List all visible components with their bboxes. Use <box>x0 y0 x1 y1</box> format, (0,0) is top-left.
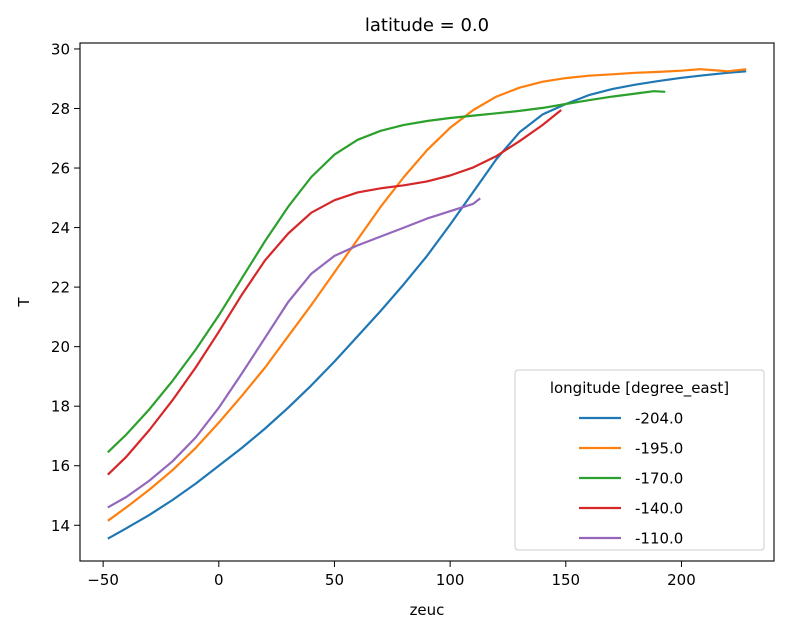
x-tick-label: −50 <box>87 571 119 589</box>
y-tick-label: 14 <box>51 517 70 535</box>
chart-title: latitude = 0.0 <box>365 15 489 36</box>
x-tick-label: 150 <box>551 571 580 589</box>
y-tick-label: 30 <box>51 40 70 58</box>
series-line-4 <box>107 197 481 509</box>
y-tick-label: 18 <box>51 398 70 416</box>
series-line-3 <box>107 109 562 476</box>
legend-entry-label: -110.0 <box>635 530 683 548</box>
legend-entry-label: -170.0 <box>635 470 683 488</box>
legend-entry-label: -140.0 <box>635 500 683 518</box>
legend: longitude [degree_east] -204.0 -195.0 -170… <box>514 369 765 551</box>
axes-frame <box>79 42 775 562</box>
x-axis: −50 0 50 100 150 200 <box>87 561 696 589</box>
y-tick-label: 28 <box>51 100 70 118</box>
y-axis-label: T <box>15 297 33 308</box>
legend-title: longitude [degree_east] <box>550 379 729 398</box>
series-line-2 <box>107 90 666 454</box>
series-line-1 <box>107 68 747 522</box>
x-tick-label: 50 <box>325 571 344 589</box>
y-tick-label: 16 <box>51 457 70 475</box>
y-axis: 14 16 18 20 22 24 26 28 30 <box>51 40 80 535</box>
plot-area <box>107 68 747 540</box>
x-tick-label: 0 <box>214 571 224 589</box>
series-line-0 <box>107 70 747 540</box>
x-axis-label: zeuc <box>410 601 445 619</box>
x-tick-label: 100 <box>436 571 465 589</box>
legend-entry-label: -195.0 <box>635 440 683 458</box>
y-tick-label: 20 <box>51 338 70 356</box>
legend-entry-label: -204.0 <box>635 410 683 428</box>
y-tick-label: 22 <box>51 279 70 297</box>
x-tick-label: 200 <box>667 571 696 589</box>
y-tick-label: 26 <box>51 160 70 178</box>
legend-box <box>514 369 765 551</box>
y-tick-label: 24 <box>51 219 70 237</box>
